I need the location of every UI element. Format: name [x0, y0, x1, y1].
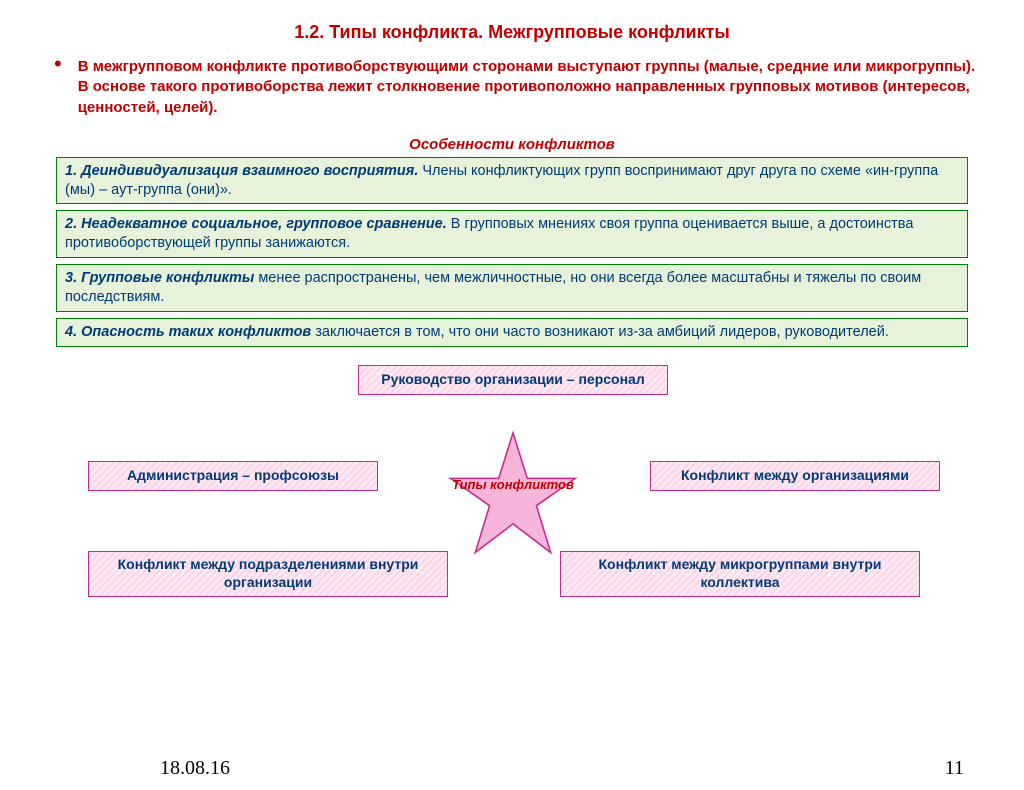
footer-date: 18.08.16	[160, 757, 230, 780]
feature-box-2: 2. Неадекватное социальное, групповое ср…	[56, 210, 968, 258]
feature-box-4: 4. Опасность таких конфликтов заключаетс…	[56, 318, 968, 347]
star-center: Типы конфликтов	[448, 429, 578, 559]
types-diagram: Руководство организации – персонал Админ…	[0, 361, 1024, 621]
feature-box-1: 1. Деиндивидуализация взаимного восприят…	[56, 157, 968, 205]
type-box-right: Конфликт между организациями	[650, 461, 940, 491]
type-box-top: Руководство организации – персонал	[358, 365, 668, 395]
feature-2-strong: 2. Неадекватное социальное, групповое ср…	[65, 216, 447, 232]
star-icon	[448, 429, 578, 559]
feature-1-strong: 1. Деиндивидуализация взаимного восприят…	[65, 163, 418, 179]
star-label: Типы конфликтов	[448, 477, 578, 493]
features-heading: Особенности конфликтов	[0, 136, 1024, 153]
type-box-bottom-left: Конфликт между подразделениями внутри ор…	[88, 551, 448, 597]
feature-4-rest: заключается в том, что они часто возника…	[311, 324, 889, 340]
feature-box-3: 3. Групповые конфликты менее распростран…	[56, 264, 968, 312]
bullet-icon: •	[54, 57, 62, 118]
feature-4-strong: 4. Опасность таких конфликтов	[65, 324, 311, 340]
intro-block: • В межгрупповом конфликте противоборств…	[54, 57, 984, 118]
intro-text: В межгрупповом конфликте противоборствую…	[78, 57, 984, 118]
footer-page-number: 11	[945, 757, 964, 780]
type-box-bottom-right: Конфликт между микрогруппами внутри колл…	[560, 551, 920, 597]
type-box-left: Администрация – профсоюзы	[88, 461, 378, 491]
page-title: 1.2. Типы конфликта. Межгрупповые конфли…	[0, 22, 1024, 43]
feature-3-strong: 3. Групповые конфликты	[65, 270, 254, 286]
